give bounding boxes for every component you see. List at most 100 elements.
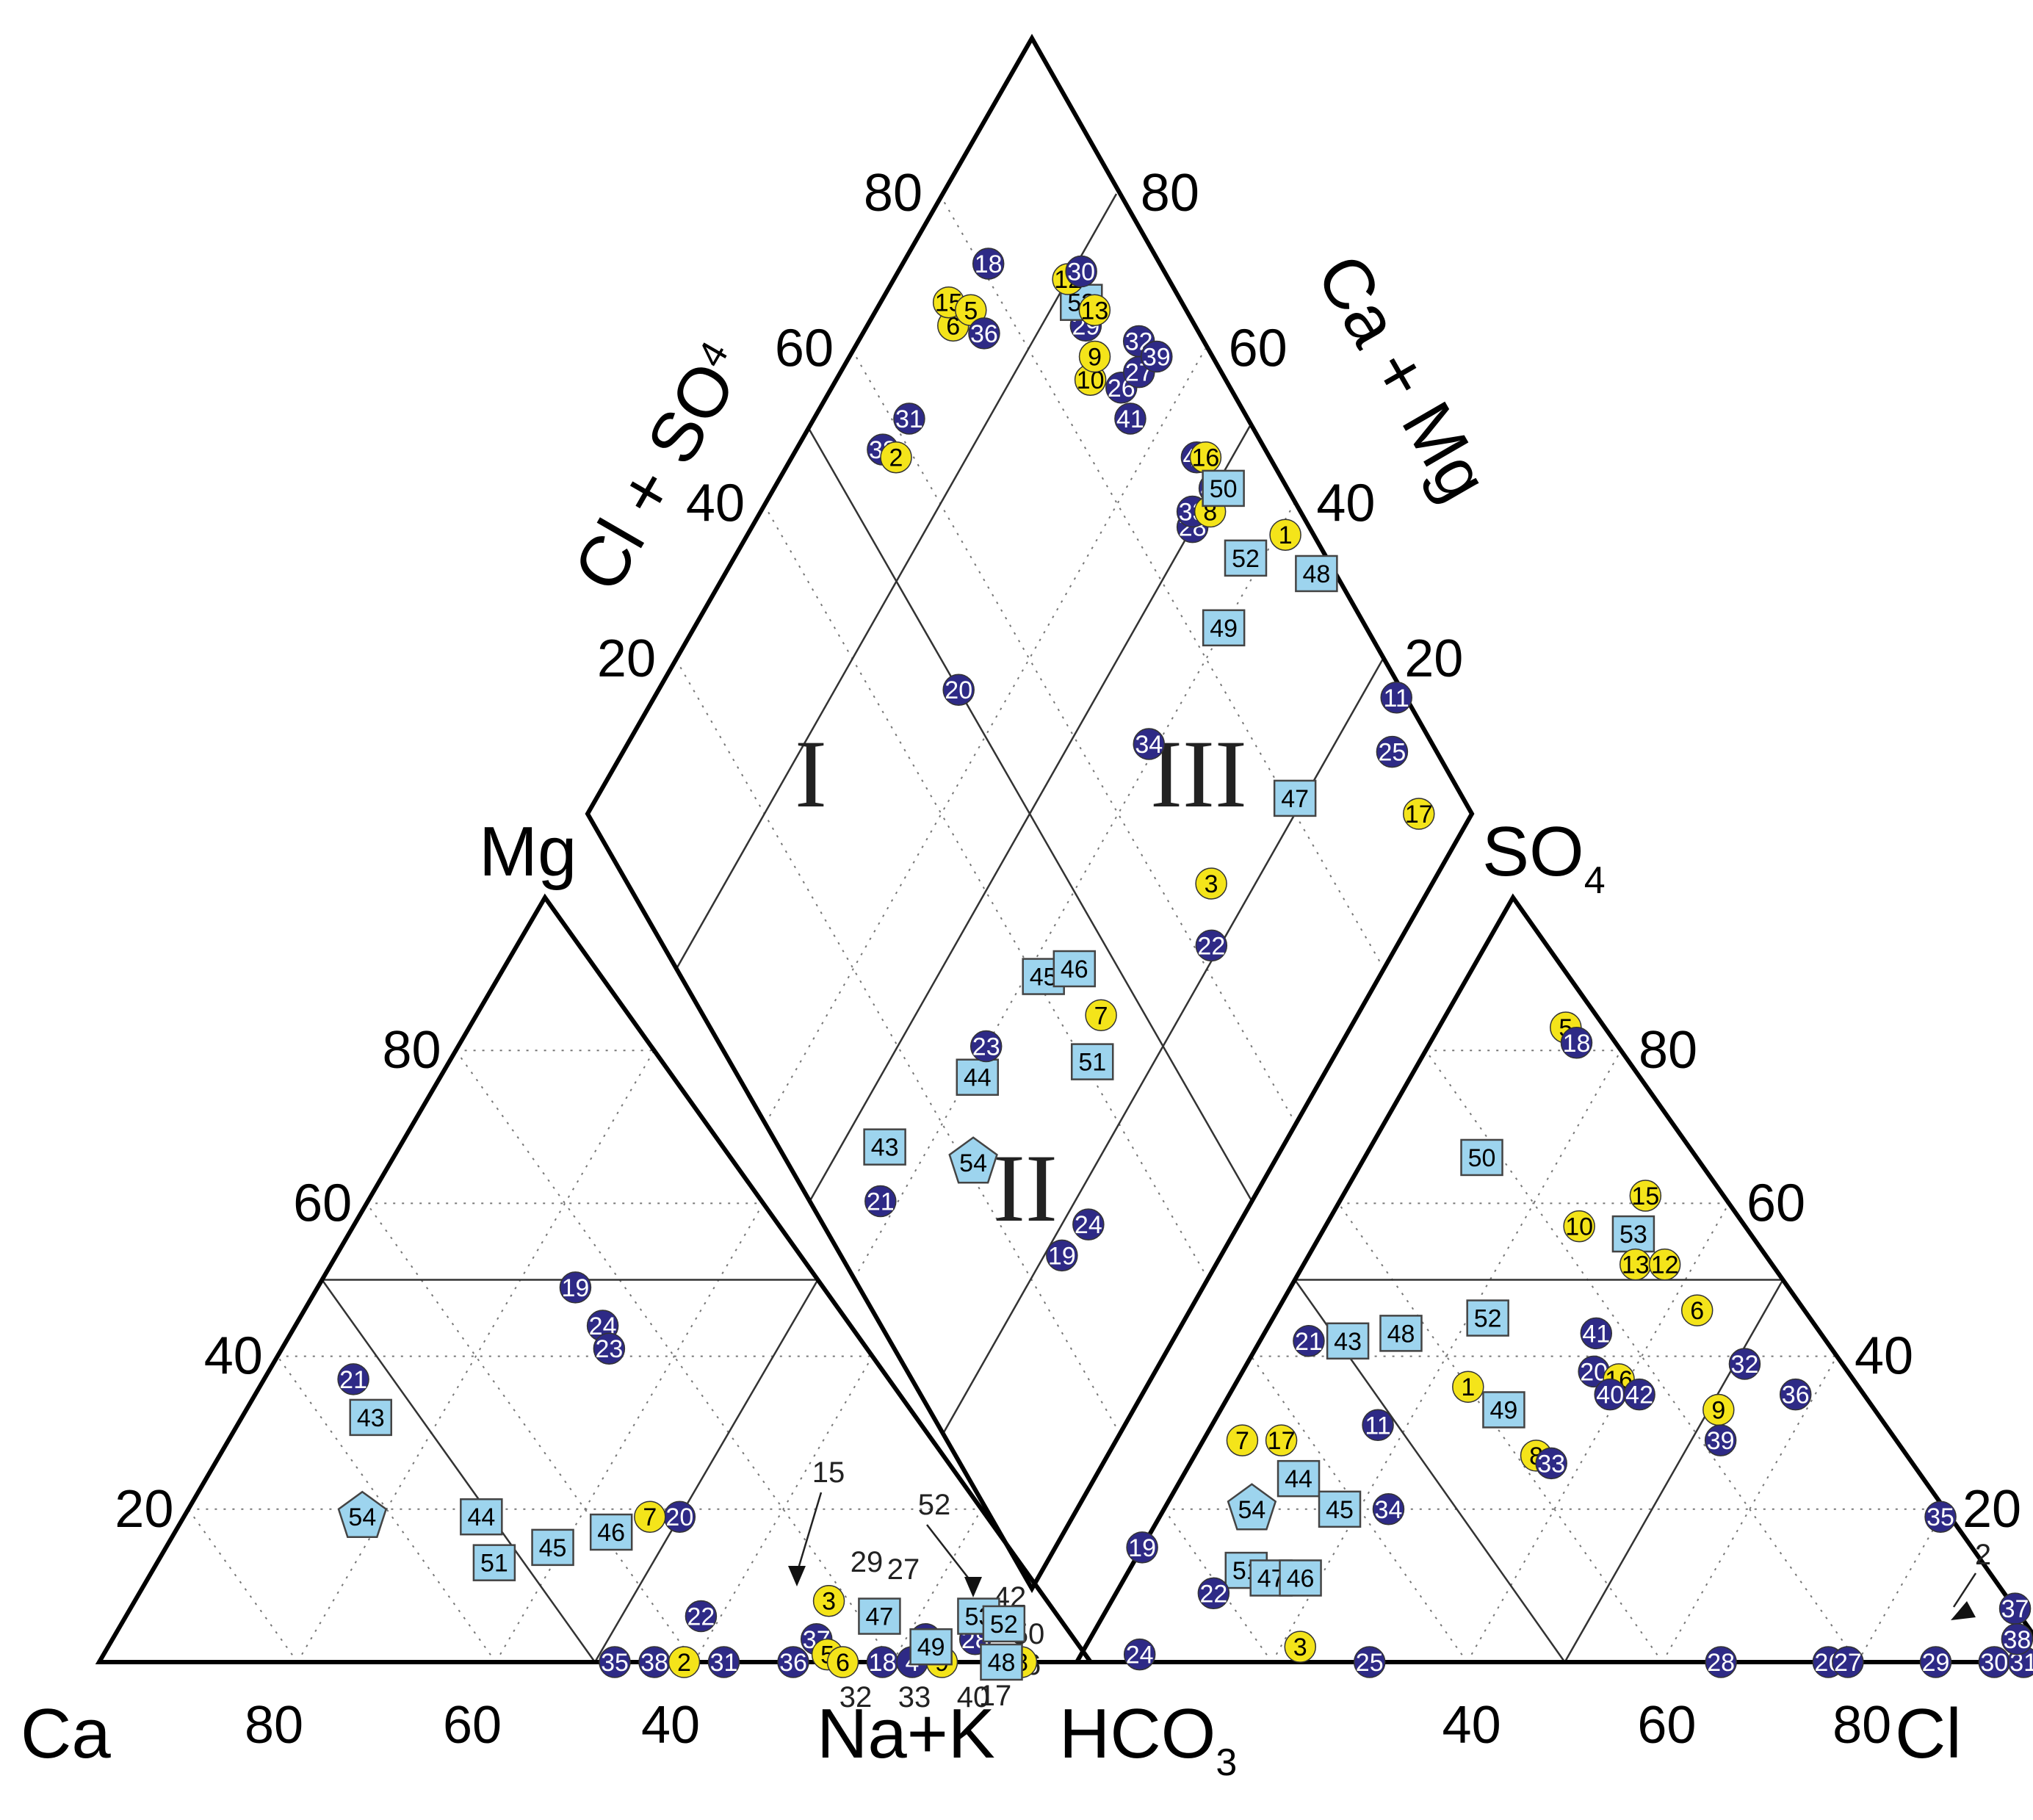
cation-point-38: 38 <box>638 1646 671 1678</box>
cation-divider-ca <box>321 1279 596 1663</box>
anion-marker-label: 17 <box>1268 1427 1296 1455</box>
anion-marker-circle <box>2001 1623 2033 1655</box>
diamond-marker-circle <box>1065 255 1097 288</box>
cation-point-6: 6 <box>826 1646 859 1678</box>
diamond-marker-circle <box>1133 728 1166 760</box>
anion-point-49: 49 <box>1482 1391 1525 1429</box>
diamond-point-41: 41 <box>1114 402 1147 435</box>
anion-point-1: 1 <box>1452 1371 1484 1403</box>
diamond-marker-label: 2 <box>889 444 903 472</box>
diamond-point-49: 49 <box>1202 609 1246 647</box>
annotation-arrowhead <box>788 1566 806 1586</box>
diamond-point-50: 50 <box>1202 469 1245 508</box>
anion-marker-label: 38 <box>2003 1626 2031 1654</box>
cation-tick-mg: 20 <box>115 1480 173 1539</box>
anion-point-35: 35 <box>1924 1501 1957 1533</box>
anion-marker-square <box>1466 1299 1509 1337</box>
anion-left-label-sub: 3 <box>1216 1741 1237 1784</box>
cation-triangle-frame <box>95 893 1095 1664</box>
anion-point-36: 36 <box>1779 1378 1812 1411</box>
diamond-marker-label: 17 <box>1405 801 1433 828</box>
diamond-marker-circle <box>1078 340 1111 373</box>
cation-marker-square <box>349 1398 392 1437</box>
cation-marker-circle <box>668 1646 701 1678</box>
cation-marker-label: 52 <box>990 1611 1018 1639</box>
diamond-marker-label: 45 <box>1030 964 1058 992</box>
cation-point-31: 31 <box>707 1646 740 1678</box>
anion-marker-label: 34 <box>1375 1496 1403 1524</box>
diamond-marker-label: 31 <box>895 405 923 433</box>
anion-marker-label: 18 <box>1563 1030 1591 1058</box>
diamond-point-46: 46 <box>1052 950 1097 988</box>
diamond-marker-label: 6 <box>946 312 960 340</box>
anion-marker-circle <box>1123 1638 1156 1671</box>
cation-marker-label: 18 <box>869 1649 897 1677</box>
anion-point-11: 11 <box>1362 1409 1394 1442</box>
diamond-marker-circle <box>1078 294 1111 326</box>
anion-tick-cl: 80 <box>1832 1696 1891 1755</box>
diamond-divider-mid-b <box>809 425 1251 1202</box>
region-label-ii: II <box>993 1134 1058 1242</box>
anion-marker-label: 11 <box>1365 1412 1390 1440</box>
cation-point-23: 23 <box>593 1332 626 1365</box>
diamond-marker-label: 43 <box>871 1134 899 1162</box>
cation-point-49: 49 <box>909 1628 953 1666</box>
anion-top-label: SO4 <box>1482 812 1606 902</box>
anion-marker-circle <box>1535 1447 1567 1480</box>
diamond-marker-label: 18 <box>975 250 1003 278</box>
anion-marker-circle <box>1563 1210 1595 1243</box>
diamond-marker-circle <box>1141 340 1173 373</box>
diamond-marker-label: 9 <box>1088 344 1102 372</box>
anion-point-37: 37 <box>1998 1592 2032 1625</box>
anion-marker-label: 7 <box>1235 1427 1249 1455</box>
diamond-point-25: 25 <box>1376 735 1409 768</box>
cation-grid-line <box>455 1050 893 1663</box>
cation-marker-square <box>980 1643 1023 1681</box>
diamond-tick-camg: 60 <box>1229 319 1288 378</box>
anion-marker-square <box>1277 1459 1321 1498</box>
anion-point-25: 25 <box>1353 1646 1386 1678</box>
cation-marker-label: 6 <box>836 1649 850 1677</box>
diamond-tick-clso4: 40 <box>686 474 745 533</box>
anion-marker-circle <box>1353 1646 1386 1678</box>
diamond-point-18: 18 <box>972 248 1005 280</box>
diamond-point-2: 2 <box>880 441 912 474</box>
anion-marker-label: 27 <box>1834 1649 1862 1677</box>
anion-point-27: 27 <box>1832 1646 1864 1678</box>
diamond-point-20: 20 <box>942 674 975 706</box>
cation-marker-label: 36 <box>779 1649 807 1677</box>
anion-tick-cl: 40 <box>1442 1696 1501 1755</box>
anion-point-17: 17 <box>1265 1424 1298 1456</box>
diamond-point-3: 3 <box>1195 867 1227 900</box>
diamond-marker-label: 1 <box>1279 521 1293 549</box>
diamond-point-44: 44 <box>956 1058 1000 1096</box>
cation-marker-pentagon <box>337 1490 388 1538</box>
cation-marker-label: 3 <box>822 1588 836 1616</box>
cation-marker-circle <box>685 1600 718 1633</box>
cation-marker-square <box>909 1628 953 1666</box>
diamond-marker-label: 25 <box>1378 739 1406 767</box>
cation-marker-circle <box>777 1646 809 1678</box>
anion-point-18: 18 <box>1560 1027 1593 1059</box>
anion-marker-label: 43 <box>1334 1328 1362 1356</box>
cation-marker-circle <box>559 1271 592 1304</box>
cation-point-22: 22 <box>685 1600 718 1633</box>
cation-marker-square <box>460 1498 503 1536</box>
anion-marker-label: 48 <box>1387 1320 1415 1348</box>
cation-point-2: 2 <box>668 1646 701 1678</box>
diamond-marker-label: 11 <box>1384 685 1409 712</box>
diamond-point-36: 36 <box>968 317 1000 350</box>
diamond-marker-label: 24 <box>1075 1211 1102 1239</box>
anion-marker-circle <box>1629 1180 1662 1212</box>
anion-point-53: 53 <box>1611 1215 1655 1253</box>
diamond-marker-pentagon <box>948 1136 998 1184</box>
cation-marker-label: 45 <box>539 1534 567 1562</box>
diamond-marker-label: 54 <box>959 1149 987 1177</box>
cation-marker-label: 38 <box>640 1649 668 1677</box>
diamond-marker-label: 20 <box>945 676 972 704</box>
cation-marker-circle <box>593 1332 626 1365</box>
diamond-point-54: 54 <box>948 1136 998 1184</box>
cation-tick-ca: 40 <box>641 1696 700 1755</box>
cation-grid-line <box>276 1356 496 1663</box>
cation-left-label: Ca <box>21 1694 111 1773</box>
